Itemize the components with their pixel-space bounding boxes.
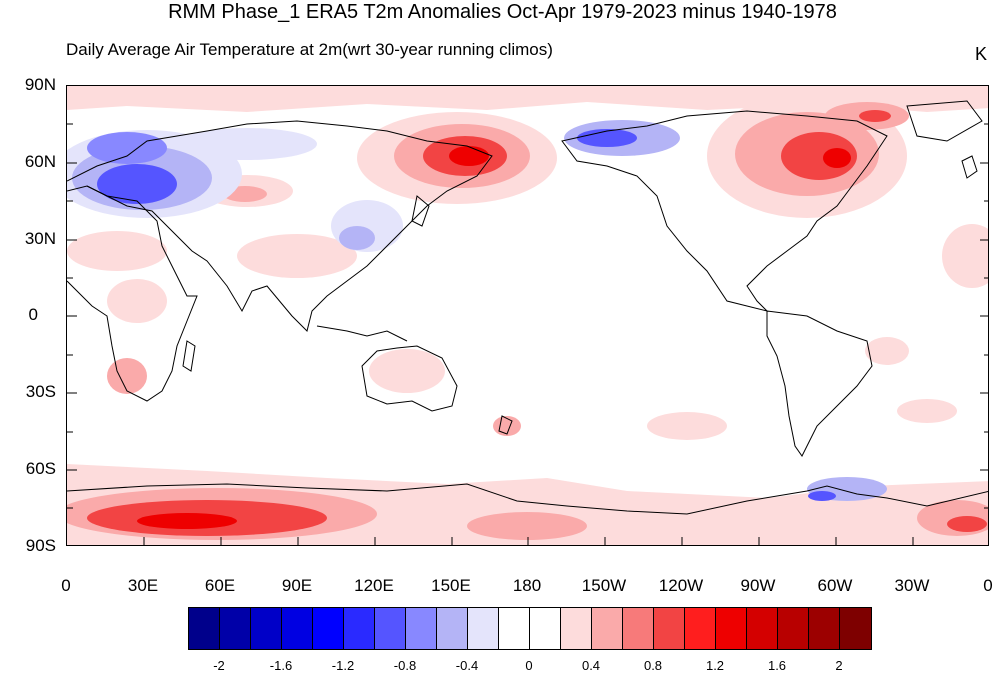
lon-label-150e: 150E: [431, 576, 471, 595]
lat-label-60s: 60S: [25, 459, 56, 478]
colorbar-cell: [530, 608, 561, 649]
lon-label-30w: 30W: [894, 576, 930, 595]
colorbar-cell: [840, 608, 871, 649]
north-america-coast: [561, 110, 888, 312]
lon-label-60e: 60E: [204, 576, 236, 595]
colorbar-tick-label: 0.8: [643, 658, 663, 673]
colorbar-cell: [251, 608, 282, 649]
lon-label-120e: 120E: [354, 576, 394, 595]
colorbar-cell: [623, 608, 654, 649]
amazon-warm: [865, 337, 909, 365]
lat-label-90s: 90S: [25, 536, 56, 555]
greenland-coast: [906, 100, 983, 142]
africa-coast: [67, 185, 198, 402]
east-asia-cool-mid: [339, 226, 375, 250]
chart-title: RMM Phase_1 ERA5 T2m Anomalies Oct-Apr 1…: [168, 1, 837, 23]
lat-label-90n: 90N: [24, 75, 56, 94]
colorbar-cell: [220, 608, 251, 649]
colorbar-cell: [437, 608, 468, 649]
europe-cool-strong: [97, 164, 177, 204]
uk-coast: [961, 155, 978, 179]
lat-label-60n: 60N: [24, 152, 56, 171]
eurasia-coast: [67, 120, 493, 332]
colorbar-cell: [282, 608, 313, 649]
south-america-coast: [766, 310, 873, 457]
cool-anomalies: [67, 120, 887, 501]
warm-anomalies: [67, 86, 988, 545]
map-ticks: [67, 123, 988, 545]
colorbar-tick-label: -0.4: [455, 658, 479, 673]
canada-warm-strong: [781, 132, 857, 180]
antarctic-peninsula-cool-core: [808, 491, 836, 501]
colorbar-cell: [747, 608, 778, 649]
west-europe-warm: [942, 224, 988, 288]
colorbar-cell: [561, 608, 592, 649]
lat-label-30s: 30S: [25, 382, 56, 401]
chart-subtitle: Daily Average Air Temperature at 2m(wrt …: [66, 40, 553, 59]
colorbar-cell: [592, 608, 623, 649]
south-atlantic-warm: [897, 399, 957, 423]
colorbar: [188, 607, 872, 650]
colorbar-cell: [406, 608, 437, 649]
colorbar-tick-label: -0.8: [393, 658, 417, 673]
coastlines: [67, 100, 988, 515]
south-pacific-warm: [647, 412, 727, 440]
colorbar-tick-label: -1.2: [331, 658, 355, 673]
southern-africa-warm: [107, 358, 147, 394]
lon-label-180: 180: [512, 576, 542, 595]
russia-cool: [177, 128, 317, 160]
colorbar-tick-label: -2: [213, 658, 225, 673]
japan-coast: [411, 195, 430, 227]
lat-label-30n: 30N: [24, 229, 56, 248]
new-zealand-coast: [498, 415, 513, 435]
colorbar-cell: [778, 608, 809, 649]
colorbar-cell: [654, 608, 685, 649]
colorbar-tick-label: 0.4: [581, 658, 601, 673]
colorbar-cell: [809, 608, 840, 649]
lon-label-60w: 60W: [817, 576, 853, 595]
antarctica-coast: [67, 483, 988, 515]
colorbar-tick-label: 0: [525, 658, 533, 673]
colorbar-cell: [716, 608, 747, 649]
australia-warm: [369, 349, 445, 393]
lon-label-0-end: 0: [983, 576, 993, 595]
greenland-warm-core: [859, 110, 891, 122]
weddell-warm-core: [947, 516, 987, 532]
madagascar-coast: [182, 340, 196, 372]
units-label: K: [974, 44, 987, 64]
colorbar-cell: [313, 608, 344, 649]
scandinavia-cool: [87, 132, 167, 164]
lat-label-eq: 0: [28, 305, 38, 324]
ross-warm: [467, 512, 587, 540]
canada-warm-max: [823, 148, 851, 168]
colorbar-tick-label: 1.6: [767, 658, 787, 673]
lon-label-90w: 90W: [740, 576, 776, 595]
lon-label-90e: 90E: [281, 576, 313, 595]
anomaly-map: [66, 85, 989, 546]
north-africa-warm: [67, 231, 167, 271]
colorbar-cell: [375, 608, 406, 649]
lon-label-150w: 150W: [581, 576, 627, 595]
lon-label-120w: 120W: [658, 576, 704, 595]
antarctic-warm-max: [137, 513, 237, 529]
colorbar-tick-label: 2: [835, 658, 843, 673]
colorbar-cell: [344, 608, 375, 649]
colorbar-cell: [189, 608, 220, 649]
colorbar-cell: [499, 608, 530, 649]
australia-coast: [361, 345, 458, 412]
colorbar-tick-label: -1.6: [269, 658, 293, 673]
colorbar-cell: [468, 608, 499, 649]
colorbar-tick-label: 1.2: [705, 658, 725, 673]
map-svg: [67, 86, 988, 545]
south-asia-warm: [237, 234, 357, 278]
west-africa-warm: [107, 279, 167, 323]
east-siberia-warm-max: [449, 146, 489, 166]
colorbar-cell: [685, 608, 716, 649]
lon-label-30e: 30E: [127, 576, 159, 595]
lon-label-0: 0: [61, 576, 71, 595]
alaska-sea-cool-core: [577, 129, 637, 147]
indonesia-coast: [316, 325, 408, 342]
